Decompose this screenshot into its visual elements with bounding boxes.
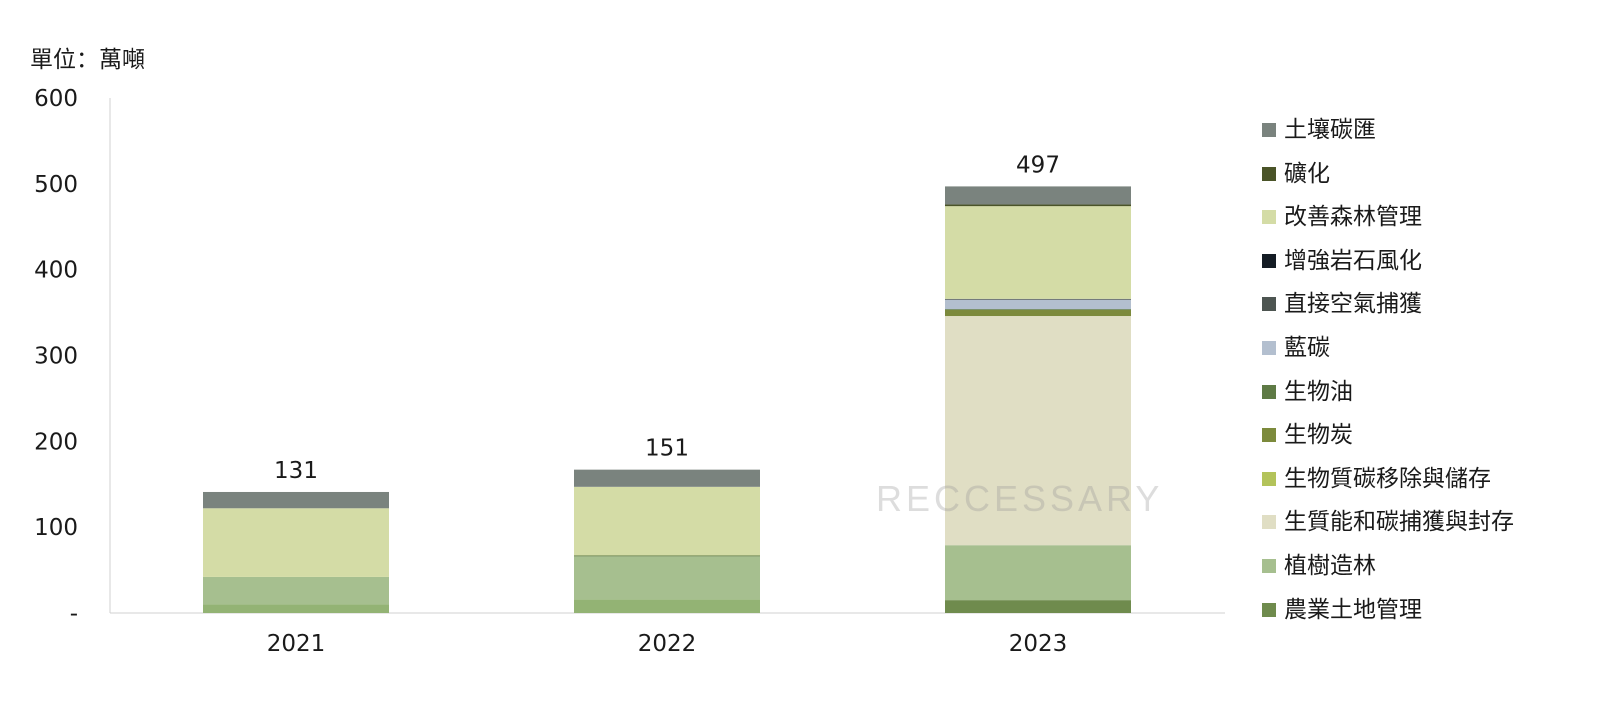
bar-segment: [574, 469, 760, 487]
bar-segment: [574, 556, 760, 600]
bar-segment: [203, 491, 389, 509]
x-tick-label: 2022: [638, 631, 697, 657]
legend-item: 直接空氣捕獲: [1262, 289, 1422, 319]
legend-label: 藍碳: [1284, 335, 1330, 361]
legend-item: 改善森林管理: [1262, 202, 1422, 232]
bar-segment: [574, 599, 760, 613]
legend-label: 改善森林管理: [1284, 204, 1422, 231]
legend-label: 礦化: [1284, 160, 1330, 187]
legend-label: 增強岩石風化: [1284, 247, 1422, 274]
bar-segment: [945, 600, 1131, 613]
legend-swatch: [1262, 123, 1276, 137]
legend-swatch: [1262, 471, 1276, 486]
legend-swatch: [1262, 210, 1276, 225]
bar-segment: [203, 576, 389, 605]
legend-swatch: [1262, 166, 1276, 181]
legend-swatch: [1262, 602, 1276, 617]
y-tick-label: 500: [34, 172, 78, 198]
bar-segment: [203, 508, 389, 577]
bar-total-label: 497: [1016, 152, 1060, 178]
legend-label: 生物炭: [1284, 422, 1353, 449]
legend-item: 土壤碳匯: [1262, 115, 1376, 145]
bar-total-label: 131: [274, 458, 318, 484]
legend-swatch: [1262, 297, 1276, 312]
legend-label: 生物質碳移除與儲存: [1284, 465, 1491, 492]
watermark: RECCESSARY: [876, 478, 1164, 519]
legend-swatch: [1262, 559, 1276, 573]
legend-swatch: [1262, 428, 1276, 443]
legend-swatch: [1262, 253, 1276, 268]
bar-segment: [945, 206, 1131, 299]
legend-label: 農業土地管理: [1284, 596, 1422, 623]
y-tick-label: 600: [34, 86, 78, 112]
legend-swatch: [1262, 515, 1276, 530]
y-tick-label: 300: [34, 344, 78, 370]
legend-item: 生物炭: [1262, 420, 1353, 450]
bar-segment: [945, 316, 1131, 546]
bar-segment: [945, 545, 1131, 601]
legend-label: 植樹造林: [1284, 553, 1376, 579]
bar-segment: [203, 604, 389, 613]
legend-item: 生質能和碳捕獲與封存: [1262, 507, 1514, 537]
legend-label: 土壤碳匯: [1284, 117, 1376, 143]
y-tick-label: -: [70, 601, 78, 627]
bar-segment: [574, 486, 760, 556]
bar-segment: [945, 298, 1131, 300]
x-tick-label: 2023: [1009, 631, 1068, 657]
legend-label: 生質能和碳捕獲與封存: [1284, 509, 1514, 536]
legend-item: 植樹造林: [1262, 551, 1376, 581]
legend-label: 生物油: [1284, 378, 1353, 405]
y-tick-label: 400: [34, 258, 78, 284]
bar-segment: [945, 186, 1131, 205]
legend-item: 藍碳: [1262, 333, 1330, 363]
bar-segment: [945, 309, 1131, 311]
bar-segment: [945, 204, 1131, 207]
bar-segment: [574, 555, 760, 557]
bar-segment: [945, 310, 1131, 317]
legend-label: 直接空氣捕獲: [1284, 291, 1422, 318]
x-tick-label: 2021: [267, 631, 326, 657]
y-tick-label: 100: [34, 515, 78, 541]
legend-swatch: [1262, 384, 1276, 399]
legend-item: 農業土地管理: [1262, 595, 1422, 625]
bar-segment: [945, 299, 1131, 310]
y-tick-label: 200: [34, 429, 78, 455]
unit-label: 單位：萬噸: [30, 47, 145, 73]
legend-item: 生物油: [1262, 377, 1353, 407]
legend-swatch: [1262, 341, 1276, 355]
legend-item: 礦化: [1262, 159, 1330, 189]
legend-item: 增強岩石風化: [1262, 246, 1422, 276]
bar-total-label: 151: [645, 436, 689, 462]
legend-item: 生物質碳移除與儲存: [1262, 464, 1491, 494]
